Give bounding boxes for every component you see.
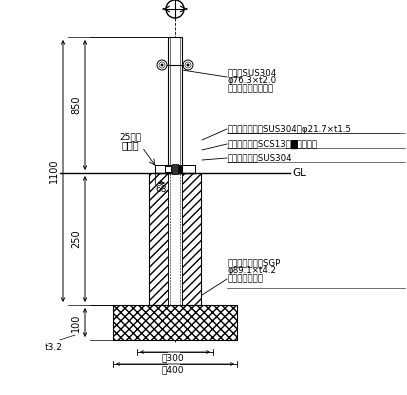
Circle shape [187, 64, 189, 66]
Bar [182, 173, 201, 305]
Text: 68: 68 [156, 185, 167, 194]
Text: t3.2: t3.2 [45, 343, 63, 352]
Bar [172, 164, 178, 174]
Text: ガイドパイプ　SUS304　φ21.7×t1.5: ガイドパイプ SUS304 φ21.7×t1.5 [228, 124, 352, 134]
Text: 850: 850 [71, 96, 81, 114]
Text: █電解研磨: █電解研磨 [290, 139, 317, 149]
Bar [165, 166, 171, 172]
Text: 支柱　SUS304: 支柱 SUS304 [228, 68, 277, 77]
Text: 1100: 1100 [49, 159, 59, 183]
Bar [149, 173, 168, 305]
Text: 250: 250 [71, 229, 81, 248]
Text: 「300: 「300 [162, 353, 184, 362]
Text: GL: GL [292, 168, 306, 178]
Text: 南京鎖: 南京鎖 [121, 140, 139, 150]
Text: ヘアーライン仕上げ: ヘアーライン仕上げ [228, 84, 274, 93]
Text: カギボルト　SUS304: カギボルト SUS304 [228, 154, 293, 162]
Bar [168, 173, 182, 305]
Bar [178, 166, 182, 172]
Text: 100: 100 [71, 313, 81, 332]
Bar [113, 305, 237, 340]
Text: ケースフタ　SCS13: ケースフタ SCS13 [228, 139, 292, 149]
Circle shape [161, 64, 163, 66]
Text: 25ミリ: 25ミリ [119, 132, 141, 141]
Text: 溶融亜邉メッキ: 溶融亜邉メッキ [228, 274, 264, 283]
Bar [168, 37, 182, 173]
Text: フタ付ケース　SGP: フタ付ケース SGP [228, 258, 281, 267]
Text: 「400: 「400 [162, 365, 184, 374]
Text: φ89.1×t4.2: φ89.1×t4.2 [228, 266, 277, 275]
Text: φ76.3×t2.0: φ76.3×t2.0 [228, 76, 277, 85]
